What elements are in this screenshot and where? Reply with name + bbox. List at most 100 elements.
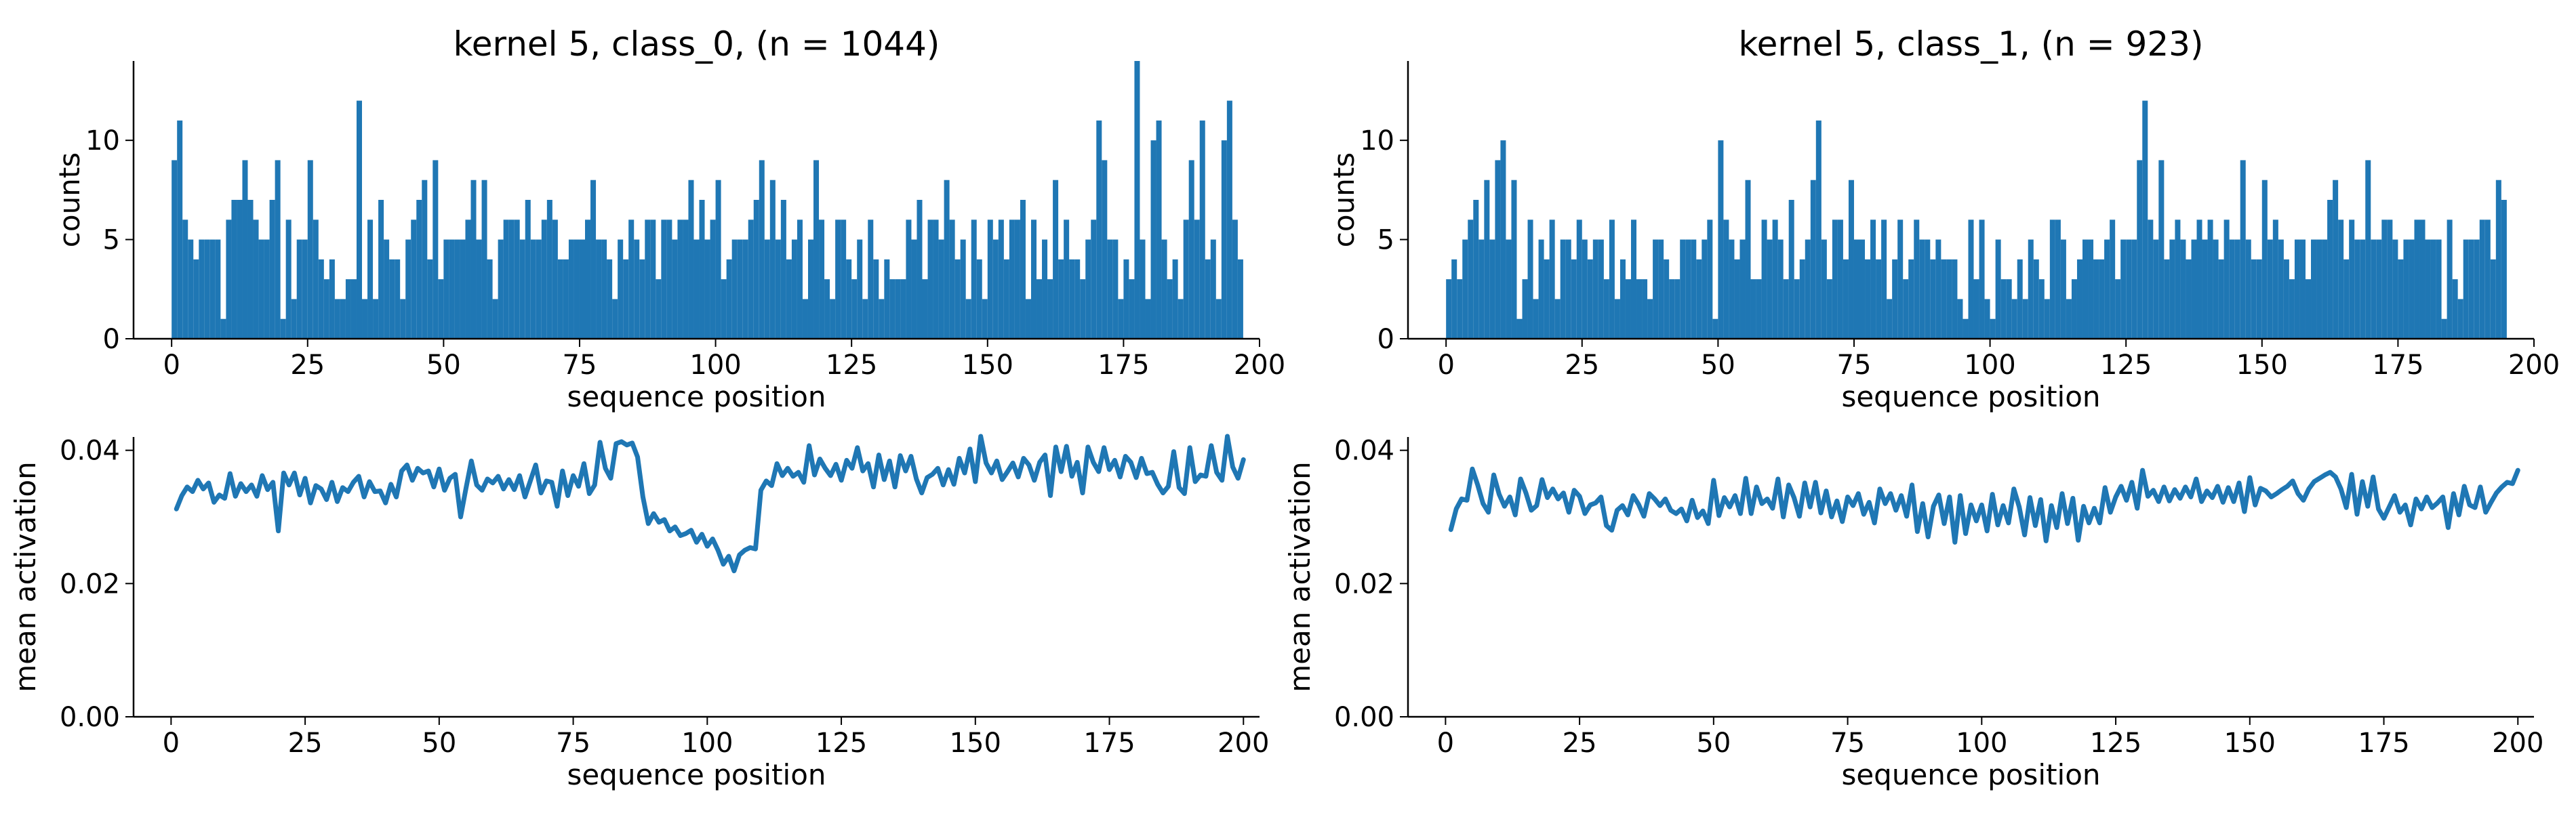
histogram-bar [1178, 299, 1184, 339]
histogram-bar [2403, 239, 2409, 339]
histogram-bar [889, 279, 895, 339]
histogram-bar [1468, 220, 1474, 339]
histogram-bar [503, 220, 509, 339]
histogram-bar [1815, 120, 1822, 339]
histogram-bar [172, 160, 178, 339]
histogram-bar [1750, 279, 1756, 339]
histogram-bar [1462, 239, 1468, 339]
histogram-bar [1560, 239, 1566, 339]
histogram-bar [334, 299, 340, 339]
histogram-bar [2278, 239, 2284, 339]
chart-title: kernel 5, class_0, (n = 1044) [454, 24, 940, 64]
histogram-bar [1582, 239, 1588, 339]
histogram-bar [1199, 120, 1205, 339]
histogram-bar [1664, 259, 1670, 339]
histogram-bar [1669, 279, 1675, 339]
histogram-bar [819, 220, 825, 339]
histogram-bar [2430, 239, 2436, 339]
histogram-bar [1473, 200, 1479, 339]
histogram-bar [2463, 239, 2469, 339]
histogram-bar [2299, 239, 2306, 339]
histogram-bar [2022, 299, 2028, 339]
histogram-bar [552, 220, 558, 339]
histogram-bar [2425, 239, 2431, 339]
y-tick-label: 0 [103, 324, 120, 355]
histogram-bar [2120, 239, 2127, 339]
histogram-bar [2452, 279, 2458, 339]
histogram-bar [775, 239, 781, 339]
histogram-bar [2049, 220, 2055, 339]
histogram-bar [753, 200, 759, 339]
x-tick-label: 75 [556, 728, 590, 759]
histogram-bar [422, 180, 428, 339]
histogram-bar [623, 259, 629, 339]
histogram-bar [1788, 200, 1794, 339]
histogram-bar [726, 259, 732, 339]
histogram-bar [546, 200, 552, 339]
histogram-bar [1592, 239, 1598, 339]
x-tick-label: 125 [816, 728, 867, 759]
histogram-bar [541, 220, 547, 339]
histogram-bar [1451, 259, 1457, 339]
histogram-bar [1533, 299, 1539, 339]
histogram-bar [2148, 220, 2154, 339]
histogram-bar [938, 239, 944, 339]
histogram-bar [269, 200, 275, 339]
histogram-bar [1210, 239, 1216, 339]
histogram-bar [1527, 220, 1533, 339]
x-tick-label: 100 [1956, 728, 2007, 759]
histogram-bar [2311, 239, 2317, 339]
histogram-bar [797, 220, 803, 339]
x-tick-label: 200 [2492, 728, 2543, 759]
histogram-bar [715, 180, 721, 339]
histogram-bar [2126, 239, 2132, 339]
histogram-bar [1221, 140, 1227, 339]
histogram-bar [264, 239, 270, 339]
histogram-bar [672, 239, 678, 339]
histogram-bar [508, 220, 515, 339]
histogram-bar [405, 239, 411, 339]
histogram-bar [1892, 259, 1898, 339]
histogram-bar [645, 220, 651, 339]
histogram-bar [710, 220, 716, 339]
histogram-bar [525, 200, 531, 339]
histogram-bar [1183, 220, 1189, 339]
histogram-bar [1107, 239, 1113, 339]
histogram-bar [280, 318, 286, 339]
histogram-bar [1554, 299, 1561, 339]
x-tick-label: 150 [2236, 350, 2288, 381]
histogram-bar [237, 200, 243, 339]
histogram-bar [1080, 279, 1086, 339]
y-tick-label: 10 [85, 125, 120, 157]
histogram-bar [416, 200, 422, 339]
histogram-bar [1134, 61, 1140, 339]
histogram-bar [1478, 239, 1485, 339]
histogram-bar [2316, 239, 2322, 339]
histogram-bar [1112, 239, 1119, 339]
histogram-bar [607, 259, 613, 339]
histogram-bar [998, 220, 1004, 339]
histogram-bar [519, 239, 525, 339]
histogram-bar [802, 299, 808, 339]
histogram-bar [612, 299, 618, 339]
histogram-bar [2245, 239, 2251, 339]
histogram-bar [1897, 220, 1904, 339]
x-tick-label: 75 [1837, 350, 1872, 381]
y-tick-label: 0.02 [60, 568, 120, 600]
histogram-bar [1881, 220, 1887, 339]
histogram-bar [2110, 220, 2116, 339]
histogram-bar [2186, 259, 2192, 339]
histogram-bar [1457, 279, 1463, 339]
histogram-bar [395, 259, 401, 339]
histogram-bar [846, 259, 852, 339]
histogram-bar [1167, 279, 1173, 339]
histogram-bar [2038, 279, 2045, 339]
histogram-bar [2381, 220, 2388, 339]
x-tick-label: 25 [1565, 350, 1599, 381]
histogram-bar [1995, 239, 2001, 339]
histogram-bar [2484, 220, 2491, 339]
histogram-bar [1047, 279, 1053, 339]
histogram-bar [742, 239, 748, 339]
histogram-bar [1506, 239, 1512, 339]
histogram-bar [492, 299, 498, 339]
